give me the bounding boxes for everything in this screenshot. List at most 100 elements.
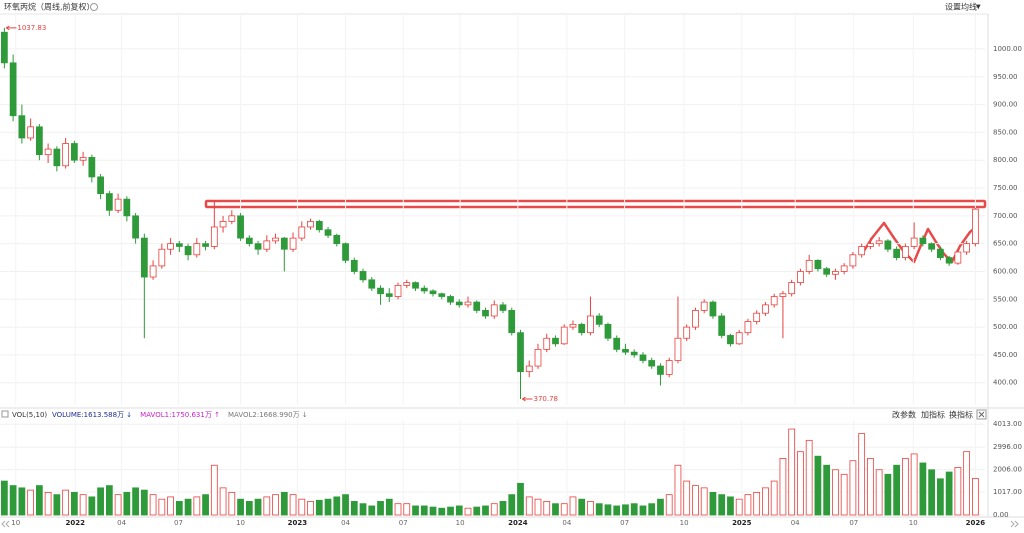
volume-bar bbox=[954, 467, 962, 516]
volume-bar bbox=[333, 496, 341, 516]
volume-bar bbox=[482, 505, 489, 516]
candle-body bbox=[534, 348, 542, 367]
volume-bar bbox=[770, 480, 778, 516]
candle-body bbox=[517, 332, 524, 373]
candle-body bbox=[727, 335, 734, 345]
candle-body bbox=[219, 221, 227, 228]
candle-body bbox=[604, 323, 612, 339]
volume-bar bbox=[648, 503, 656, 516]
candle-body bbox=[910, 237, 918, 247]
candle-body bbox=[263, 240, 271, 250]
candle-body bbox=[403, 282, 411, 286]
ma-button[interactable]: 设置均线 bbox=[945, 2, 977, 12]
candle-body bbox=[674, 337, 682, 361]
volume-bar bbox=[420, 505, 428, 516]
candle-body bbox=[455, 301, 463, 306]
candle-body bbox=[840, 265, 848, 272]
control-button[interactable]: 换指标 bbox=[949, 410, 973, 420]
candle-body bbox=[639, 354, 647, 361]
y-tick-label: 750.00 bbox=[993, 184, 1018, 192]
y-tick-label: 900.00 bbox=[993, 101, 1018, 109]
x-tick-label: 07 bbox=[174, 519, 183, 527]
candle-body bbox=[735, 332, 743, 345]
volume-bar bbox=[350, 501, 358, 516]
volume-bar bbox=[315, 499, 323, 516]
volume-bar bbox=[788, 428, 796, 516]
candle-body bbox=[228, 215, 236, 222]
control-button[interactable]: 加指标 bbox=[921, 410, 945, 420]
volume-bar bbox=[245, 501, 253, 516]
panel-icon[interactable] bbox=[1, 410, 9, 418]
x-tick-label: 2023 bbox=[288, 519, 308, 527]
volume-bar bbox=[193, 496, 201, 516]
candle-body bbox=[613, 337, 621, 350]
candle-body bbox=[97, 176, 104, 194]
volume-bar bbox=[578, 498, 586, 516]
candle-body bbox=[490, 304, 498, 317]
volume-bar bbox=[797, 451, 804, 516]
volume-bar bbox=[595, 503, 603, 516]
volume-bar bbox=[438, 507, 446, 516]
candle-body bbox=[692, 310, 699, 328]
volume-bar bbox=[35, 485, 43, 516]
volume-bar bbox=[963, 451, 971, 516]
volume-bar bbox=[665, 494, 673, 516]
volume-bar bbox=[158, 498, 166, 516]
candle-body bbox=[184, 246, 192, 256]
x-tick-label: 2022 bbox=[65, 519, 85, 527]
candle-body bbox=[945, 257, 953, 264]
candle-body bbox=[149, 265, 157, 278]
volume-indicator: VOL(5,10) bbox=[12, 411, 47, 419]
candle-body bbox=[937, 248, 944, 258]
volume-bar bbox=[18, 487, 26, 516]
volume-bar bbox=[587, 501, 594, 516]
candle-body bbox=[560, 326, 568, 345]
candle-body bbox=[420, 287, 428, 292]
volume-bar bbox=[937, 478, 944, 516]
volume-bar bbox=[324, 498, 332, 516]
volume-bar bbox=[88, 496, 96, 516]
volume-bar bbox=[412, 505, 419, 516]
candle-body bbox=[447, 296, 454, 303]
candle-body bbox=[718, 315, 726, 336]
volume-tick-label: 0.00 bbox=[993, 511, 1009, 519]
scroll-left[interactable] bbox=[1, 520, 10, 528]
volume-bar bbox=[910, 453, 918, 516]
candle-body bbox=[202, 243, 209, 247]
volume-bar bbox=[359, 503, 367, 516]
settings-icon[interactable] bbox=[90, 3, 98, 11]
volume-bar bbox=[289, 494, 297, 516]
candle-body bbox=[245, 237, 253, 245]
min-label: 370.78 bbox=[533, 395, 558, 403]
candle-body bbox=[893, 248, 901, 258]
control-button[interactable]: 改参数 bbox=[892, 410, 916, 420]
volume-bar bbox=[630, 503, 638, 516]
x-tick-label: 10 bbox=[909, 519, 918, 527]
x-tick-label: 07 bbox=[620, 519, 629, 527]
candle-body bbox=[53, 148, 61, 167]
scroll-right[interactable] bbox=[1010, 520, 1019, 528]
candle-body bbox=[648, 360, 656, 367]
candle-body bbox=[902, 246, 909, 258]
volume-bar bbox=[972, 478, 979, 516]
volume-bar bbox=[858, 433, 866, 516]
volume-bar bbox=[727, 496, 734, 516]
volume-bar bbox=[272, 494, 279, 516]
candle-body bbox=[823, 268, 831, 275]
close-button[interactable] bbox=[976, 409, 987, 420]
pattern-line bbox=[860, 221, 976, 264]
volume-bar bbox=[175, 501, 183, 516]
candle-body bbox=[35, 126, 43, 156]
x-tick-label: 10 bbox=[680, 519, 689, 527]
candle-body bbox=[394, 284, 402, 297]
candle-body bbox=[744, 321, 752, 334]
volume-legend: VOLUME:1613.588万 ↓ MAVOL1:1750.631万 ↑ MAVO… bbox=[52, 411, 308, 419]
x-tick-label: 10 bbox=[456, 519, 465, 527]
candle-body bbox=[0, 31, 8, 64]
x-tick-label: 07 bbox=[399, 519, 408, 527]
volume-bar bbox=[744, 494, 752, 516]
volume-bar bbox=[464, 507, 472, 516]
volume-bar bbox=[823, 464, 831, 516]
resistance-box bbox=[204, 199, 987, 209]
